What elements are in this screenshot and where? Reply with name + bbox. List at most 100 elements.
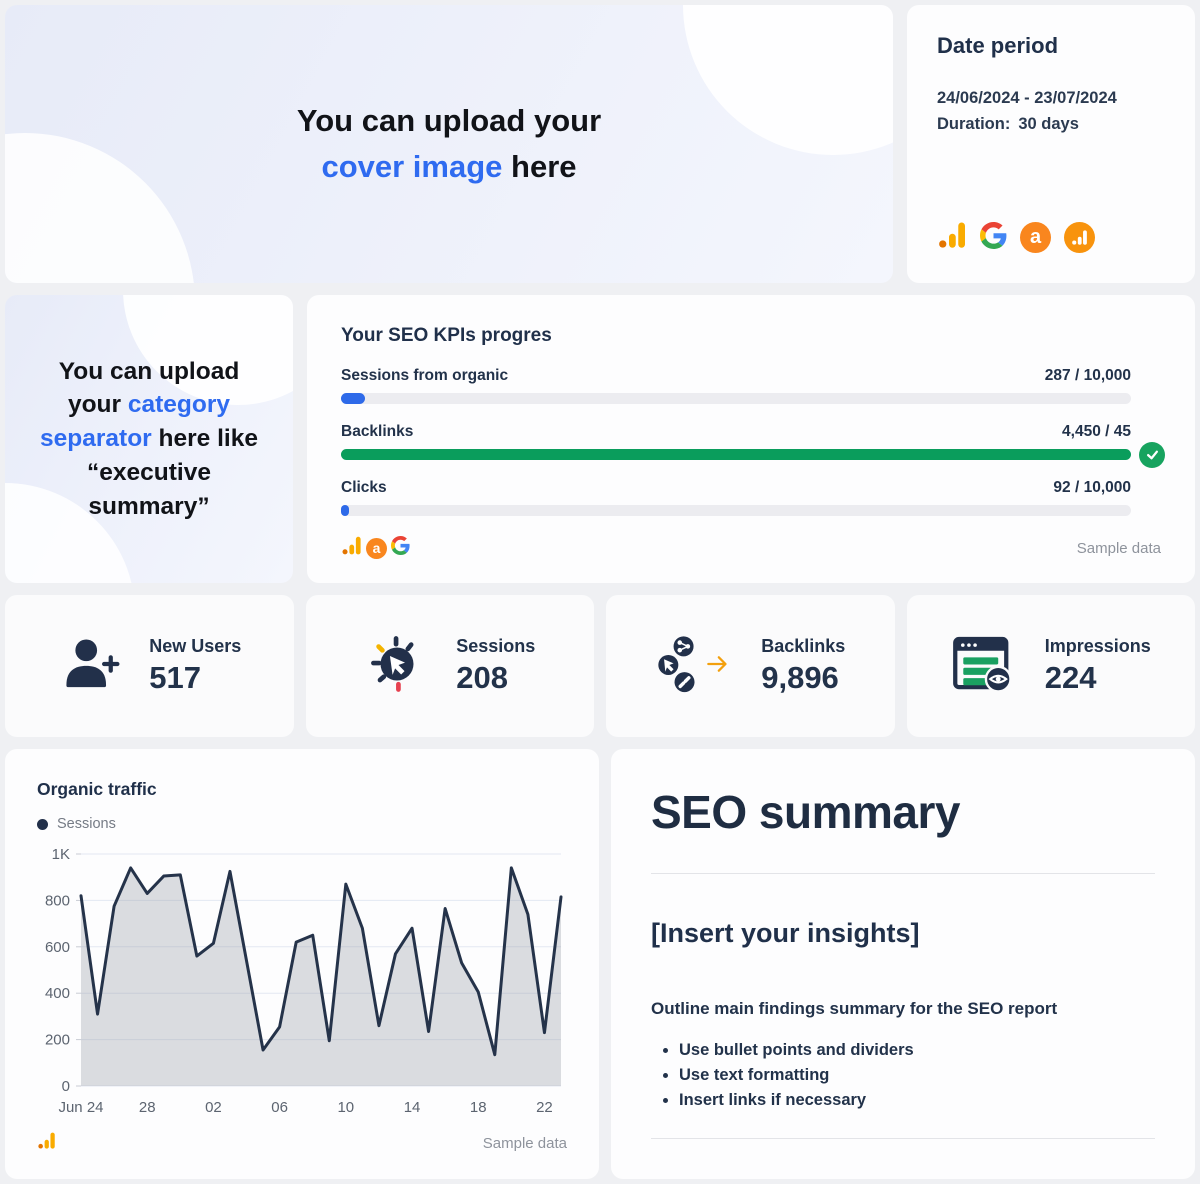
category-separator-upload-area[interactable]: You can upload your category separator h…: [5, 295, 293, 583]
header-row: You can upload your cover image here Dat…: [5, 5, 1195, 283]
summary-bullet-list: Use bullet points and dividers Use text …: [679, 1041, 1155, 1110]
progress-fill: [341, 449, 1131, 460]
sample-data-label: Sample data: [1076, 539, 1161, 557]
svg-text:10: 10: [337, 1099, 354, 1116]
stat-label: New Users: [149, 636, 242, 656]
impressions-icon: [951, 634, 1019, 699]
bullet-item: Use text formatting: [679, 1066, 1155, 1085]
cover-text-suffix: here: [502, 149, 577, 184]
stat-label: Backlinks: [761, 636, 846, 656]
chart-legend: Sessions: [37, 816, 567, 832]
ahrefs-icon: a: [1020, 222, 1051, 253]
traffic-chart-svg: 0 200 400 600 800 1K Jun 24 28 02 06 10 14 18 22: [45, 846, 563, 1116]
stat-value: 208: [456, 660, 508, 695]
progress-track: [341, 393, 1131, 404]
google-icon: [980, 221, 1007, 254]
svg-text:14: 14: [404, 1099, 421, 1116]
google-analytics-icon: [937, 220, 967, 255]
stat-label: Impressions: [1044, 636, 1151, 656]
kpis-card-title: Your SEO KPIs progres: [341, 325, 552, 346]
analytics-circle-icon: [1064, 222, 1095, 253]
organic-traffic-title: Organic traffic: [37, 779, 157, 799]
ahrefs-icon: a: [366, 537, 387, 559]
date-period-title: Date period: [937, 33, 1059, 58]
duration-label: Duration:: [937, 115, 1011, 133]
bullet-item: Insert links if necessary: [679, 1091, 1155, 1110]
separator-placeholder-text: You can upload your category separator h…: [31, 355, 267, 524]
divider: [651, 1138, 1155, 1139]
svg-text:18: 18: [470, 1099, 487, 1116]
data-source-icons: a: [937, 220, 1165, 255]
kpi-row-clicks: Clicks 92 / 10,000: [341, 479, 1161, 516]
cover-text-line1: You can upload your: [296, 102, 602, 138]
organic-footer: Sample data: [37, 1131, 567, 1155]
progress-fill: [341, 505, 349, 516]
summary-title: SEO summary: [651, 786, 960, 838]
kpi-label: Clicks: [341, 479, 387, 496]
separator-text-prefix: You can upload your: [58, 357, 240, 419]
cover-text-highlight: cover image: [321, 149, 503, 184]
bottom-row: Organic traffic Sessions 0 200 400 600 800 1K…: [5, 749, 1195, 1179]
svg-text:1K: 1K: [52, 846, 70, 863]
legend-label: Sessions: [57, 816, 116, 832]
sessions-icon: [364, 633, 430, 700]
google-analytics-icon: [341, 535, 362, 561]
stat-value: 224: [1044, 660, 1097, 695]
separator-text-suffix: here like “executive summary”: [87, 425, 258, 520]
kpi-value: 4,450 / 45: [1062, 423, 1131, 440]
svg-text:600: 600: [45, 939, 70, 956]
cover-placeholder-text: You can upload your cover image here: [297, 98, 601, 191]
seo-kpis-progress-card: Your SEO KPIs progres Sessions from orga…: [307, 295, 1195, 583]
svg-text:28: 28: [139, 1099, 156, 1116]
stats-row: New Users 517 Sessions 208 Backlinks 9,8…: [5, 595, 1195, 737]
stat-card-backlinks: Backlinks 9,896: [606, 595, 895, 737]
insights-placeholder: [Insert your insights]: [651, 918, 920, 948]
kpi-value: 92 / 10,000: [1053, 479, 1131, 496]
svg-text:Jun 24: Jun 24: [58, 1099, 103, 1116]
svg-text:22: 22: [536, 1099, 553, 1116]
duration-value: 30 days: [1018, 115, 1079, 133]
kpi-value: 287 / 10,000: [1044, 367, 1131, 384]
kpi-row-sessions-organic: Sessions from organic 287 / 10,000: [341, 367, 1161, 404]
svg-text:400: 400: [45, 985, 70, 1002]
progress-track: [341, 441, 1165, 468]
stat-card-sessions: Sessions 208: [305, 595, 594, 737]
cover-image-upload-area[interactable]: You can upload your cover image here: [5, 5, 893, 283]
bullet-item: Use bullet points and dividers: [679, 1041, 1155, 1060]
google-icon: [391, 536, 410, 560]
kpis-source-icons: a: [341, 535, 410, 561]
legend-dot-icon: [37, 818, 48, 830]
kpi-progress-row: You can upload your category separator h…: [5, 295, 1195, 583]
stat-label: Sessions: [456, 636, 536, 656]
progress-fill: [341, 393, 365, 404]
new-users-icon: [57, 634, 123, 699]
sessions-area-chart: 0 200 400 600 800 1K Jun 24 28 02 06 10 14 18 22: [37, 838, 567, 1116]
progress-track: [341, 505, 1131, 516]
organic-traffic-card: Organic traffic Sessions 0 200 400 600 800 1K…: [5, 749, 599, 1179]
kpi-row-backlinks: Backlinks 4,450 / 45: [341, 423, 1165, 468]
stat-card-new-users: New Users 517: [5, 595, 294, 737]
date-range: 24/06/2024 - 23/07/2024: [937, 89, 1117, 107]
svg-text:02: 02: [205, 1099, 222, 1116]
svg-text:200: 200: [45, 1032, 70, 1049]
stat-card-impressions: Impressions 224: [906, 595, 1195, 737]
separator-text-highlight: category separator: [40, 391, 231, 453]
svg-text:06: 06: [271, 1099, 288, 1116]
stat-value: 9,896: [761, 660, 839, 695]
divider: [651, 873, 1155, 874]
backlinks-icon: [655, 634, 735, 699]
kpi-label: Backlinks: [341, 423, 414, 440]
sample-data-label: Sample data: [482, 1134, 567, 1152]
seo-summary-card: SEO summary [Insert your insights] Outli…: [611, 749, 1195, 1179]
svg-text:0: 0: [62, 1078, 70, 1095]
check-icon: [1139, 441, 1165, 468]
kpi-label: Sessions from organic: [341, 367, 509, 384]
svg-text:800: 800: [45, 892, 70, 909]
date-duration: Duration: 30 days: [937, 115, 1165, 134]
summary-body-text: Outline main findings summary for the SE…: [651, 999, 1058, 1018]
google-analytics-icon: [37, 1131, 56, 1155]
date-period-card: Date period 24/06/2024 - 23/07/2024 Dura…: [907, 5, 1195, 283]
kpis-footer: a Sample data: [341, 535, 1161, 561]
stat-value: 517: [149, 660, 201, 695]
